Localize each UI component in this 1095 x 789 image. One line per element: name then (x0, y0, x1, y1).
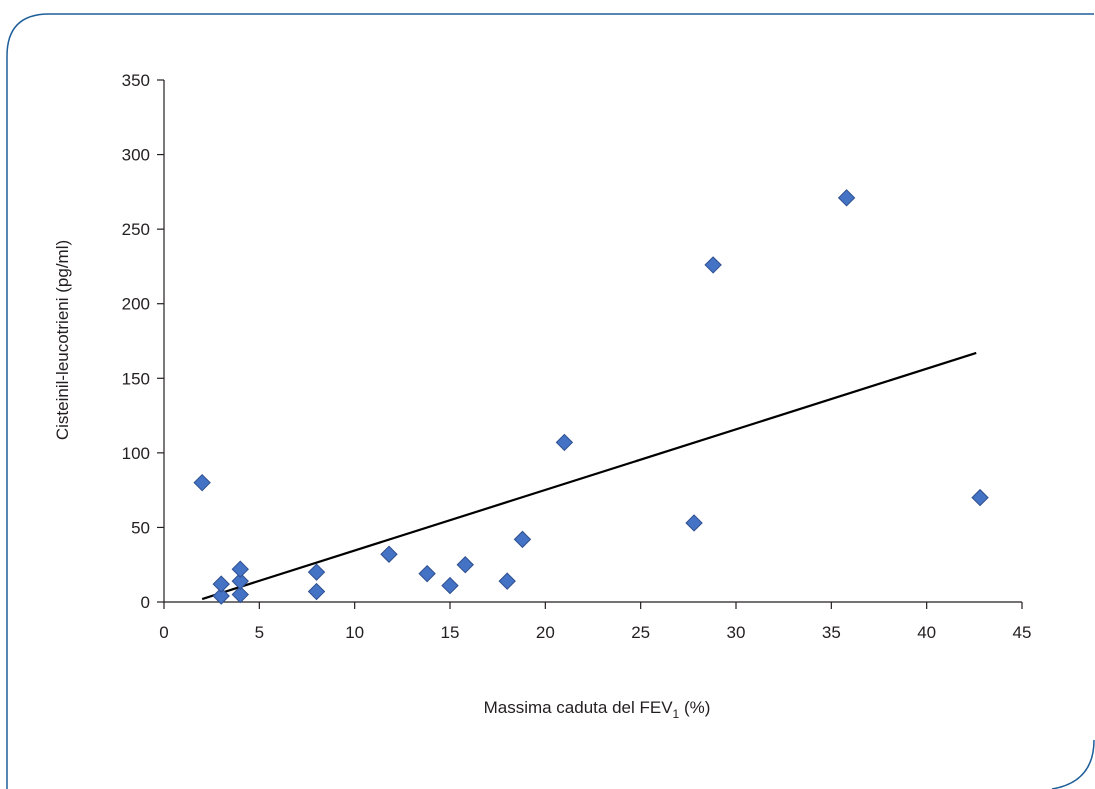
data-point (212, 575, 230, 593)
y-tick-label: 50 (131, 518, 150, 537)
data-point (380, 545, 398, 563)
y-tick-label: 150 (122, 369, 150, 388)
data-point (307, 582, 326, 601)
data-point (971, 488, 989, 507)
x-tick-label: 0 (159, 623, 168, 642)
x-tick-label: 30 (727, 623, 746, 642)
tick-labels: 0 50 100 150 200 250 300 350 0 5 10 15 20 25 30 35 40 45 (122, 71, 1032, 642)
x-tick-label: 5 (255, 623, 264, 642)
x-tick-label: 35 (822, 623, 841, 642)
x-tick-label: 20 (536, 623, 555, 642)
data-point (441, 576, 459, 595)
trendline (201, 351, 977, 601)
x-axis-title: Massima caduta del FEV1 (%) (484, 698, 711, 721)
data-point (231, 585, 249, 604)
data-point (231, 572, 249, 590)
data-point (555, 433, 574, 452)
x-tick-label: 40 (917, 623, 936, 642)
x-axis-title-suffix: (%) (679, 698, 710, 717)
x-tick-label: 10 (345, 623, 364, 642)
frame-border (6, 13, 1095, 789)
x-axis-title-subscript: 1 (673, 707, 680, 721)
data-point (193, 473, 211, 492)
data-point (231, 560, 249, 578)
data-point (513, 530, 532, 549)
data-point (456, 556, 474, 574)
data-point (837, 189, 856, 207)
y-tick-label: 300 (122, 146, 150, 165)
axes (157, 79, 1023, 609)
x-tick-label: 25 (631, 623, 650, 642)
trendline-layer (201, 351, 977, 601)
data-points (193, 189, 989, 605)
y-axis-title: Cisteinil-leucotrieni (pg/ml) (53, 240, 72, 440)
data-point (685, 514, 703, 532)
data-point (307, 563, 326, 581)
data-point (498, 572, 516, 590)
y-tick-label: 350 (122, 71, 150, 90)
y-tick-label: 0 (141, 593, 150, 612)
x-tick-label: 15 (441, 623, 460, 642)
y-tick-label: 100 (122, 444, 150, 463)
y-tick-label: 200 (122, 295, 150, 314)
data-point (704, 256, 722, 274)
x-tick-label: 45 (1013, 623, 1032, 642)
y-tick-label: 250 (122, 220, 150, 239)
x-axis-title-main: Massima caduta del FEV (484, 698, 674, 717)
data-point (212, 587, 230, 605)
data-point (418, 564, 436, 583)
